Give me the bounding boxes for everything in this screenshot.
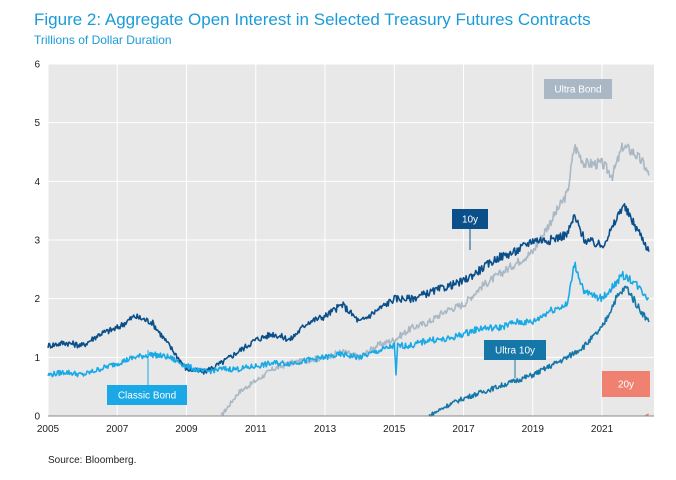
label-box-20y bbox=[602, 371, 650, 397]
x-axis: 2005 2007 2009 2011 2013 2015 2017 2019 2021 bbox=[37, 415, 654, 435]
y-tick-label: 3 bbox=[34, 236, 40, 247]
x-tick-label: 2013 bbox=[314, 424, 337, 435]
series-label-10y: 10y bbox=[462, 215, 478, 226]
x-tick-label: 2021 bbox=[591, 424, 614, 435]
source-note: Source: Bloomberg. bbox=[48, 455, 137, 466]
y-tick-label: 4 bbox=[34, 177, 40, 188]
label-box-10y bbox=[452, 209, 488, 229]
y-tick-label: 5 bbox=[34, 118, 40, 129]
label-box-classic-bond bbox=[107, 385, 187, 405]
x-tick-label: 2009 bbox=[175, 424, 198, 435]
series-label-20y: 20y bbox=[618, 380, 634, 391]
x-tick-label: 2005 bbox=[37, 424, 60, 435]
series-label-ultra-bond: Ultra Bond bbox=[554, 85, 601, 96]
series-line-ultra-10y bbox=[428, 285, 650, 417]
y-tick-label: 1 bbox=[34, 353, 40, 364]
x-tick-label: 2011 bbox=[245, 424, 267, 435]
series-label-ultra-10y: Ultra 10y bbox=[495, 346, 535, 357]
chart-title: Figure 2: Aggregate Open Interest in Sel… bbox=[34, 10, 591, 29]
x-tick-label: 2007 bbox=[106, 424, 129, 435]
label-box-ultra-10y bbox=[484, 340, 546, 360]
x-tick-label: 2015 bbox=[383, 424, 406, 435]
series-labels: Ultra Bond 10y Classic Bond Ultra 10y 20y bbox=[107, 79, 650, 405]
x-tick-label: 2019 bbox=[522, 424, 545, 435]
series-line-10y bbox=[47, 203, 650, 375]
label-box-ultra-bond bbox=[544, 79, 612, 99]
grid bbox=[47, 63, 654, 417]
y-axis: 0 1 2 3 4 5 6 bbox=[34, 60, 40, 423]
series-line-ultra-bond bbox=[220, 142, 650, 417]
chart-subtitle: Trillions of Dollar Duration bbox=[34, 33, 172, 47]
y-tick-label: 2 bbox=[34, 294, 40, 305]
y-tick-label: 6 bbox=[34, 60, 40, 71]
y-tick-label: 0 bbox=[34, 412, 40, 423]
series-label-classic-bond: Classic Bond bbox=[118, 391, 176, 402]
x-tick-label: 2017 bbox=[452, 424, 475, 435]
